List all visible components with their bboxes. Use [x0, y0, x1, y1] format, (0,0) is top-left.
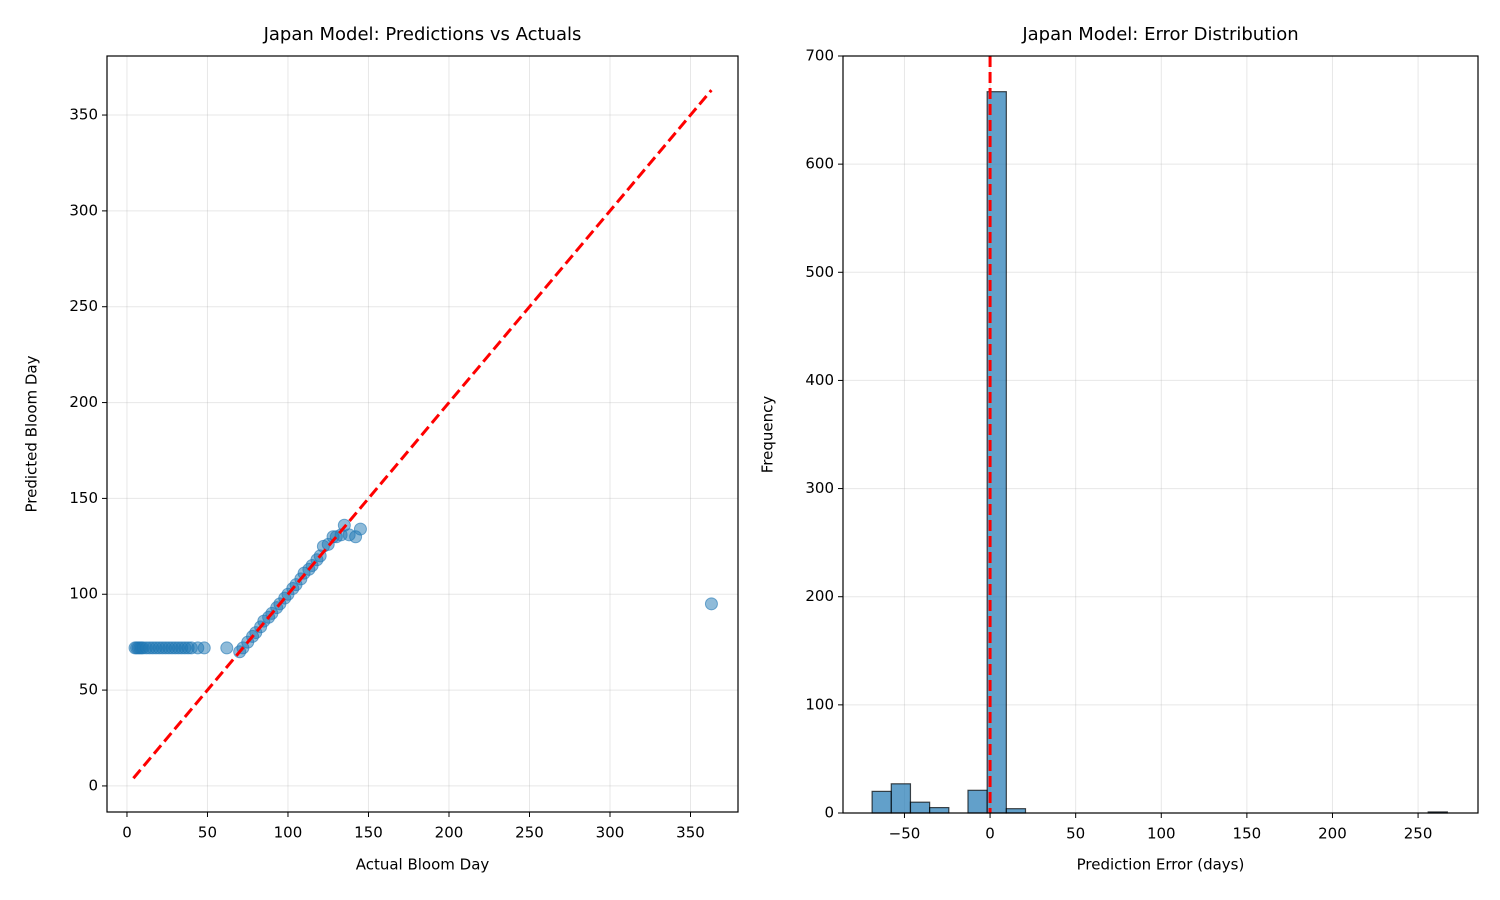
x-tick-label: 0 [122, 824, 132, 842]
x-tick-label: 0 [985, 825, 995, 843]
y-tick-label: 150 [69, 489, 98, 507]
x-axis-label: Actual Bloom Day [356, 856, 490, 874]
point [353, 522, 367, 536]
x-tick-label: 100 [274, 824, 303, 842]
histogram-bar [929, 806, 950, 814]
y-tick-label: 0 [88, 776, 98, 794]
reference-line [132, 89, 713, 780]
histogram-bar [890, 783, 912, 814]
x-tick-label: −50 [889, 825, 921, 843]
chart-title: Japan Model: Error Distribution [1021, 24, 1298, 45]
point [220, 641, 234, 655]
x-tick-label: 200 [1318, 825, 1347, 843]
y-tick-label: 400 [805, 371, 834, 389]
x-tick-label: 250 [515, 824, 544, 842]
histogram-bar [871, 790, 892, 814]
y-tick-label: 300 [805, 479, 834, 497]
y-tick-label: 100 [805, 695, 834, 713]
histogram-bar [1005, 808, 1027, 814]
x-tick-label: 250 [1404, 825, 1433, 843]
axes-frame [106, 55, 739, 813]
chart-title: Japan Model: Predictions vs Actuals [263, 24, 582, 45]
y-tick-label: 500 [805, 263, 834, 281]
point [197, 641, 211, 655]
y-tick-label: 700 [805, 47, 834, 65]
x-tick-label: 350 [676, 824, 705, 842]
axes-frame [842, 55, 1479, 814]
y-axis-label: Predicted Bloom Day [23, 355, 41, 512]
x-axis-label: Prediction Error (days) [1077, 856, 1245, 874]
y-tick-label: 300 [69, 201, 98, 219]
y-tick-label: 50 [79, 681, 98, 699]
histogram-bar [967, 789, 988, 814]
y-tick-label: 0 [824, 804, 834, 822]
x-tick-label: 150 [354, 824, 383, 842]
y-tick-label: 100 [69, 585, 98, 603]
histogram-bar [909, 801, 931, 814]
x-tick-label: 50 [1066, 825, 1085, 843]
y-tick-label: 600 [805, 155, 834, 173]
x-tick-label: 200 [435, 824, 464, 842]
x-tick-label: 50 [198, 824, 217, 842]
x-tick-label: 150 [1233, 825, 1262, 843]
y-axis-label: Frequency [759, 396, 777, 474]
y-tick-label: 200 [69, 393, 98, 411]
x-tick-label: 300 [596, 824, 625, 842]
x-tick-label: 100 [1147, 825, 1176, 843]
y-tick-label: 200 [805, 587, 834, 605]
y-tick-label: 250 [69, 297, 98, 315]
point [704, 597, 718, 611]
y-tick-label: 350 [69, 106, 98, 124]
